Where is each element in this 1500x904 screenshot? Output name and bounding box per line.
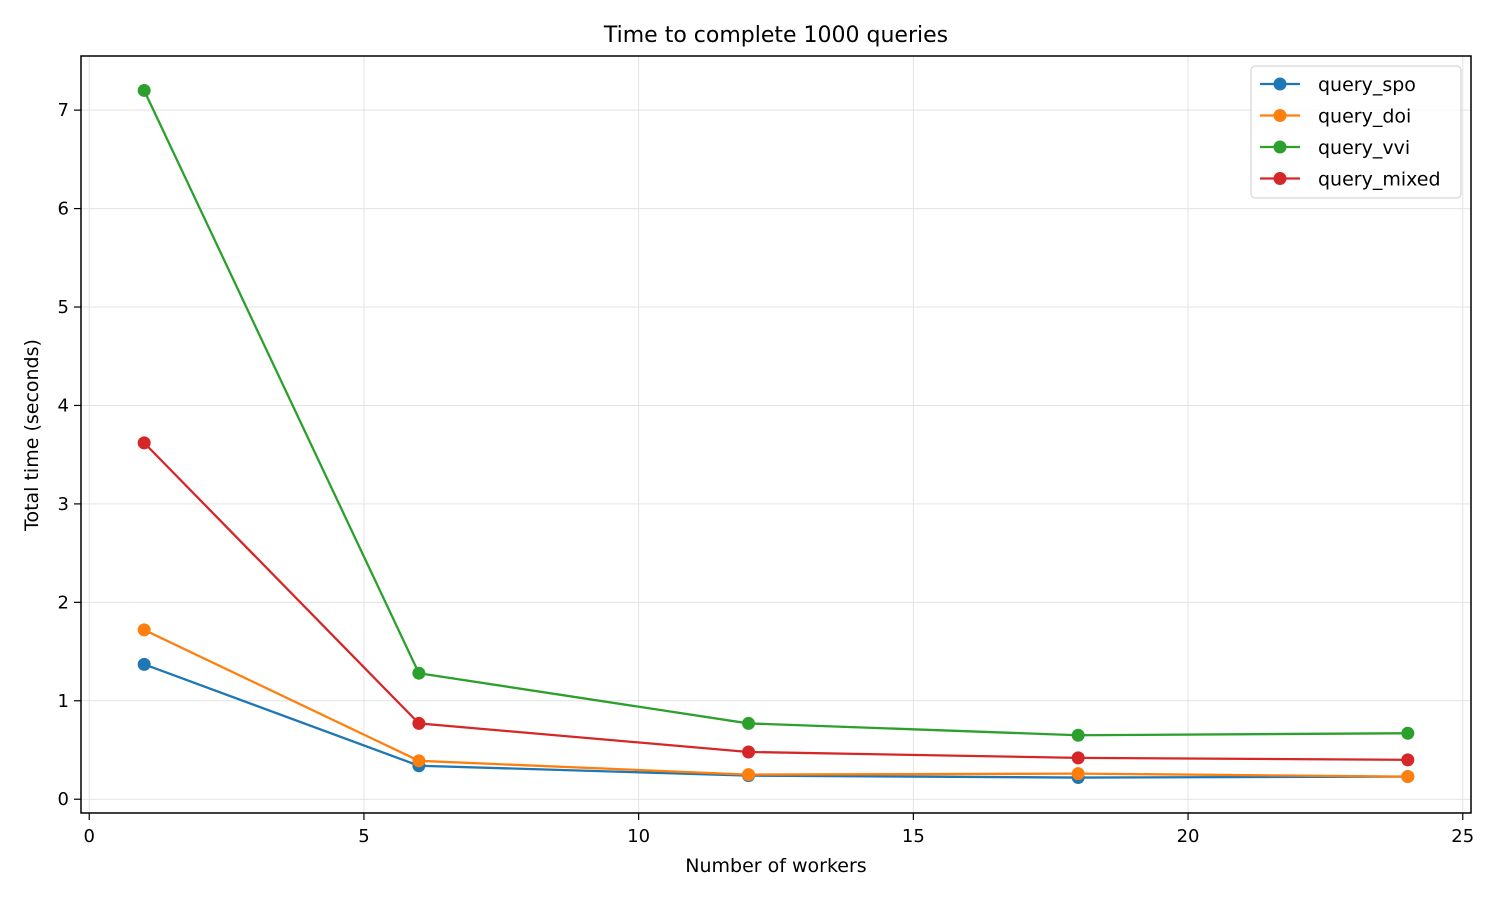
y-tick-label: 2	[58, 592, 69, 613]
data-point-query_doi	[412, 754, 426, 768]
x-tick-label: 5	[358, 826, 369, 847]
x-axis-label: Number of workers	[685, 855, 866, 877]
series-line-query_vvi	[143, 89, 1408, 737]
grid	[81, 56, 1471, 813]
series-group	[137, 83, 1415, 785]
data-point-query_doi	[1401, 770, 1415, 784]
data-point-query_vvi	[137, 83, 151, 97]
series-line-query_doi	[143, 628, 1408, 778]
y-tick-label: 5	[58, 297, 69, 318]
chart-title: Time to complete 1000 queries	[603, 23, 948, 48]
data-point-query_vvi	[1401, 726, 1415, 740]
x-tick-label: 15	[902, 826, 925, 847]
y-tick-label: 7	[58, 100, 69, 121]
legend-marker	[1273, 109, 1287, 122]
legend-label: query_vvi	[1318, 137, 1410, 159]
y-tick-label: 4	[58, 395, 69, 416]
data-point-query_mixed	[1071, 751, 1085, 765]
data-point-query_vvi	[412, 666, 426, 680]
data-point-query_doi	[137, 623, 151, 637]
data-point-query_vvi	[1071, 728, 1085, 742]
data-point-query_spo	[137, 657, 151, 671]
legend-box	[1250, 65, 1462, 199]
legend-marker	[1273, 140, 1287, 154]
legend-label: query_mixed	[1318, 169, 1441, 191]
data-point-query_mixed	[412, 716, 426, 730]
y-axis-label: Total time (seconds)	[21, 339, 43, 532]
legend-marker	[1273, 172, 1287, 185]
y-tick-label: 3	[58, 494, 69, 515]
data-point-query_vvi	[742, 716, 756, 730]
y-tick-label: 6	[58, 199, 69, 220]
data-point-query_mixed	[742, 745, 756, 759]
x-tick-label: 25	[1451, 826, 1474, 847]
data-point-query_doi	[1071, 767, 1085, 781]
x-tick-label: 0	[84, 826, 95, 847]
legend: query_spo query_doi query_vvi query_mixed	[1250, 65, 1462, 199]
data-point-query_mixed	[1401, 753, 1415, 767]
y-tick-label: 0	[58, 789, 69, 810]
plot-frame	[80, 55, 1472, 814]
data-point-query_mixed	[137, 436, 151, 450]
legend-label: query_spo	[1318, 74, 1416, 96]
ticks: 0 5 10 15 20 25 0 1 2 3 4 5 6 7	[58, 100, 1475, 847]
x-tick-label: 20	[1177, 826, 1200, 847]
legend-label: query_doi	[1318, 106, 1411, 128]
y-tick-label: 1	[58, 691, 69, 712]
data-point-query_doi	[742, 768, 756, 782]
x-tick-label: 10	[627, 826, 650, 847]
legend-marker	[1273, 77, 1287, 91]
